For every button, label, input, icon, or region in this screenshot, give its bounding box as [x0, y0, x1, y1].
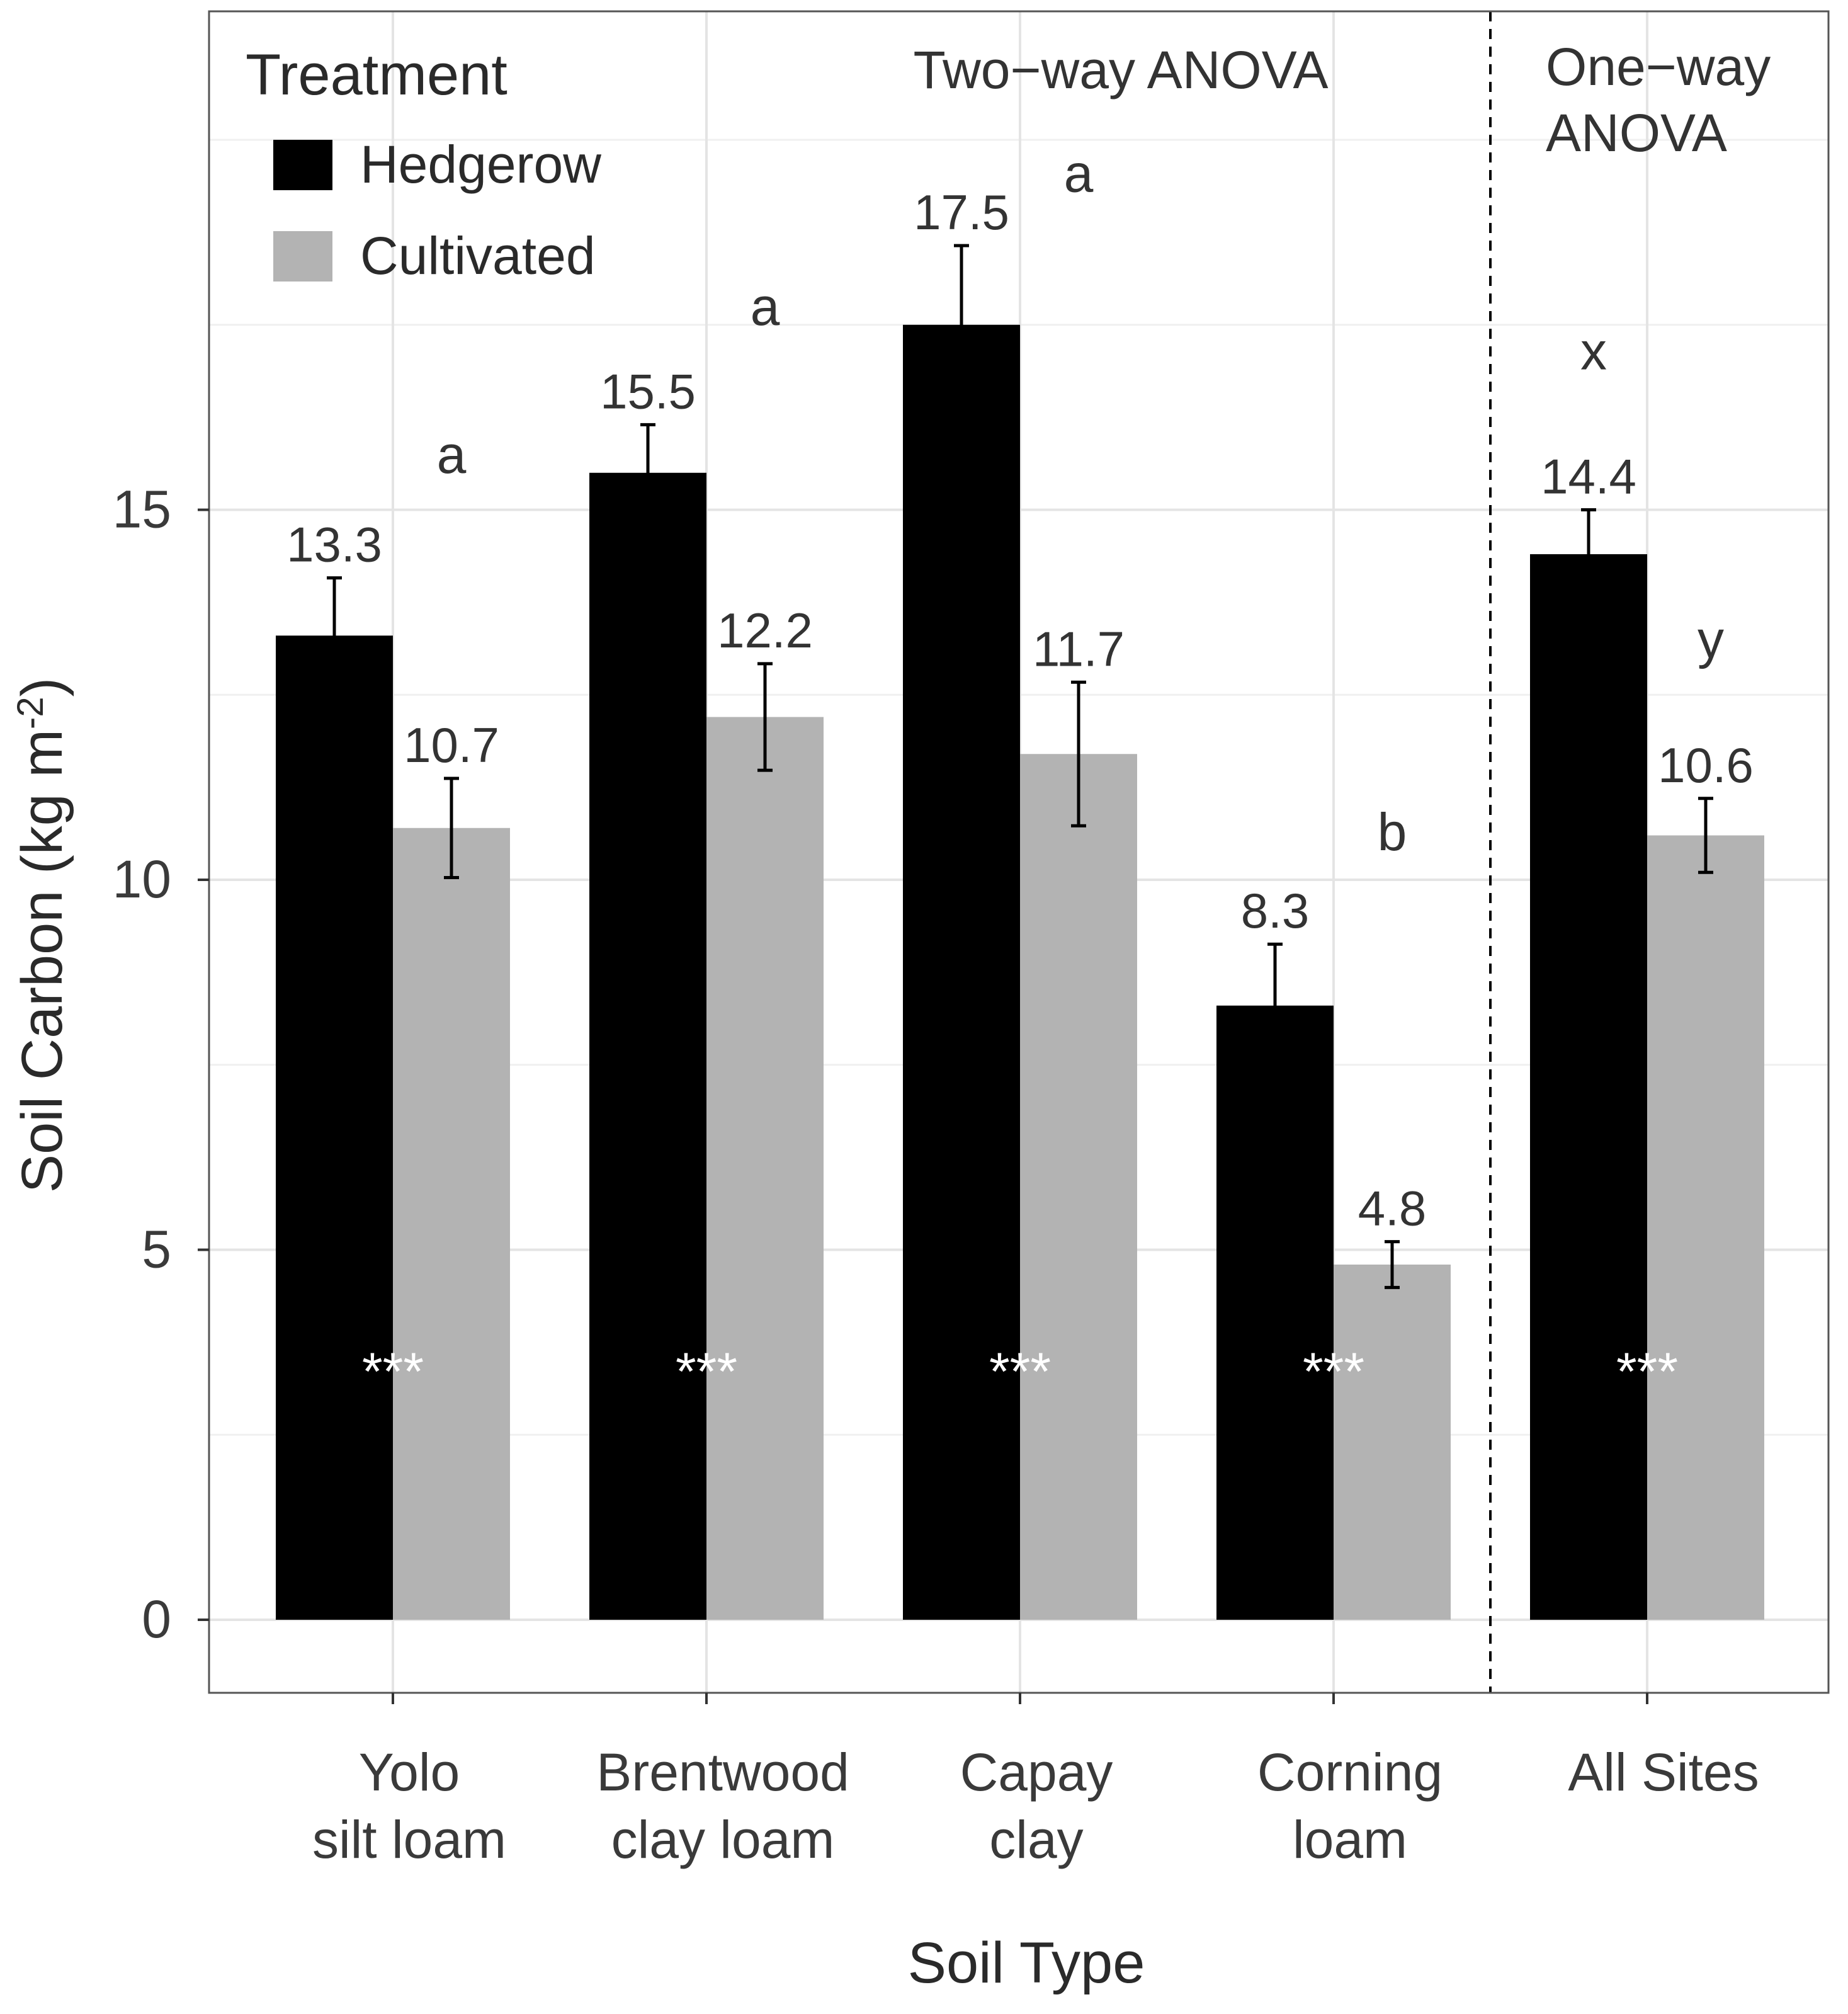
legend: Treatment Hedgerow Cultivated — [246, 43, 601, 285]
x-tick-label-4-0: All Sites — [1568, 1743, 1759, 1802]
significance-stars-1: *** — [676, 1342, 737, 1401]
x-axis-title: Soil Type — [908, 1931, 1145, 1995]
legend-key-cultivated — [273, 231, 332, 282]
group-letter-a-0: a — [437, 425, 467, 484]
error-bar-hedgerow-2 — [954, 244, 969, 406]
error-bar-cultivated-2 — [1071, 680, 1086, 828]
y-axis-title-superscript: -2 — [10, 697, 51, 729]
y-tick-label-0: 0 — [142, 1590, 171, 1649]
legend-label-cultivated: Cultivated — [360, 226, 596, 285]
error-bar-hedgerow-0 — [327, 576, 342, 695]
axes: 0 5 10 15 Yolo silt loam Brentwood clay loam Cap… — [10, 480, 1759, 1996]
error-bar-cultivated-0 — [444, 777, 459, 879]
value-label-hedgerow-2: 17.5 — [914, 185, 1009, 240]
panel-label-one-way-anova-0: One−way — [1546, 37, 1771, 96]
x-tick-label-3-1: loam — [1293, 1810, 1407, 1869]
value-label-hedgerow-1: 15.5 — [600, 363, 696, 419]
error-bar-cultivated-4 — [1698, 797, 1713, 874]
group-letter-b-3: b — [1378, 802, 1407, 862]
x-tick-label-0-0: Yolo — [359, 1743, 460, 1802]
legend-title: Treatment — [246, 43, 507, 107]
group-letter-a-2: a — [1064, 144, 1094, 203]
error-bar-cultivated-1 — [757, 662, 773, 772]
value-label-hedgerow-3: 8.3 — [1241, 883, 1309, 938]
value-label-cultivated-0: 10.7 — [404, 717, 499, 773]
error-bars — [327, 244, 1713, 1289]
error-bar-hedgerow-4 — [1581, 508, 1596, 600]
significance-stars-0: *** — [362, 1342, 424, 1401]
bar-cultivated-4 — [1647, 835, 1764, 1620]
panel-label-two-way-anova: Two−way ANOVA — [913, 40, 1328, 100]
bars — [276, 324, 1764, 1620]
x-tick-label-2-1: clay — [989, 1810, 1083, 1869]
group-letter-x-4: x — [1580, 321, 1607, 380]
x-tick-label-3-0: Corning — [1257, 1743, 1443, 1802]
error-bar-hedgerow-1 — [640, 423, 655, 523]
bar-hedgerow-1 — [589, 472, 706, 1620]
x-tick-label-0-1: silt loam — [312, 1810, 506, 1869]
value-label-cultivated-1: 12.2 — [717, 603, 813, 658]
significance-stars-2: *** — [989, 1342, 1051, 1401]
significance-stars-4: *** — [1616, 1342, 1678, 1401]
value-label-cultivated-2: 11.7 — [1033, 621, 1125, 676]
significance-stars-3: *** — [1303, 1342, 1364, 1401]
bar-cultivated-0 — [393, 828, 510, 1620]
value-labels: 13.3 15.5 17.5 8.3 14.4 10.7 12.2 11.7 4.8 10.6 — [286, 185, 1754, 1236]
bar-cultivated-2 — [1020, 754, 1137, 1620]
annotations: a a a b x y *** *** *** *** *** Two−way ANOVA One−wa… — [362, 11, 1771, 1693]
bar-cultivated-1 — [706, 717, 824, 1620]
y-tick-label-10: 10 — [113, 850, 171, 909]
group-letter-y-5: y — [1698, 610, 1724, 669]
error-bar-hedgerow-3 — [1267, 942, 1283, 1069]
bar-hedgerow-4 — [1530, 554, 1647, 1620]
y-axis-title-close: ) — [10, 678, 74, 697]
value-label-cultivated-3: 4.8 — [1358, 1181, 1426, 1236]
bar-cultivated-3 — [1334, 1265, 1451, 1620]
y-tick-label-15: 15 — [113, 480, 171, 539]
y-axis-title: Soil Carbon (kg m-2) — [10, 678, 74, 1193]
legend-key-hedgerow — [273, 140, 332, 190]
panel-label-one-way-anova-1: ANOVA — [1546, 103, 1727, 162]
value-label-cultivated-4: 10.6 — [1658, 737, 1754, 793]
x-tick-label-1-0: Brentwood — [596, 1743, 849, 1802]
x-tick-label-1-1: clay loam — [611, 1810, 835, 1869]
bar-hedgerow-3 — [1216, 1005, 1334, 1620]
value-label-hedgerow-0: 13.3 — [286, 517, 382, 572]
legend-label-hedgerow: Hedgerow — [360, 135, 601, 194]
y-axis-title-main: Soil Carbon (kg m — [10, 729, 74, 1193]
bar-hedgerow-0 — [276, 635, 393, 1620]
value-label-hedgerow-4: 14.4 — [1541, 449, 1636, 504]
y-tick-label-5: 5 — [142, 1220, 171, 1279]
bar-hedgerow-2 — [903, 324, 1020, 1620]
error-bar-cultivated-3 — [1385, 1240, 1400, 1289]
x-tick-label-2-0: Capay — [960, 1743, 1113, 1802]
group-letter-a-1: a — [751, 277, 780, 336]
